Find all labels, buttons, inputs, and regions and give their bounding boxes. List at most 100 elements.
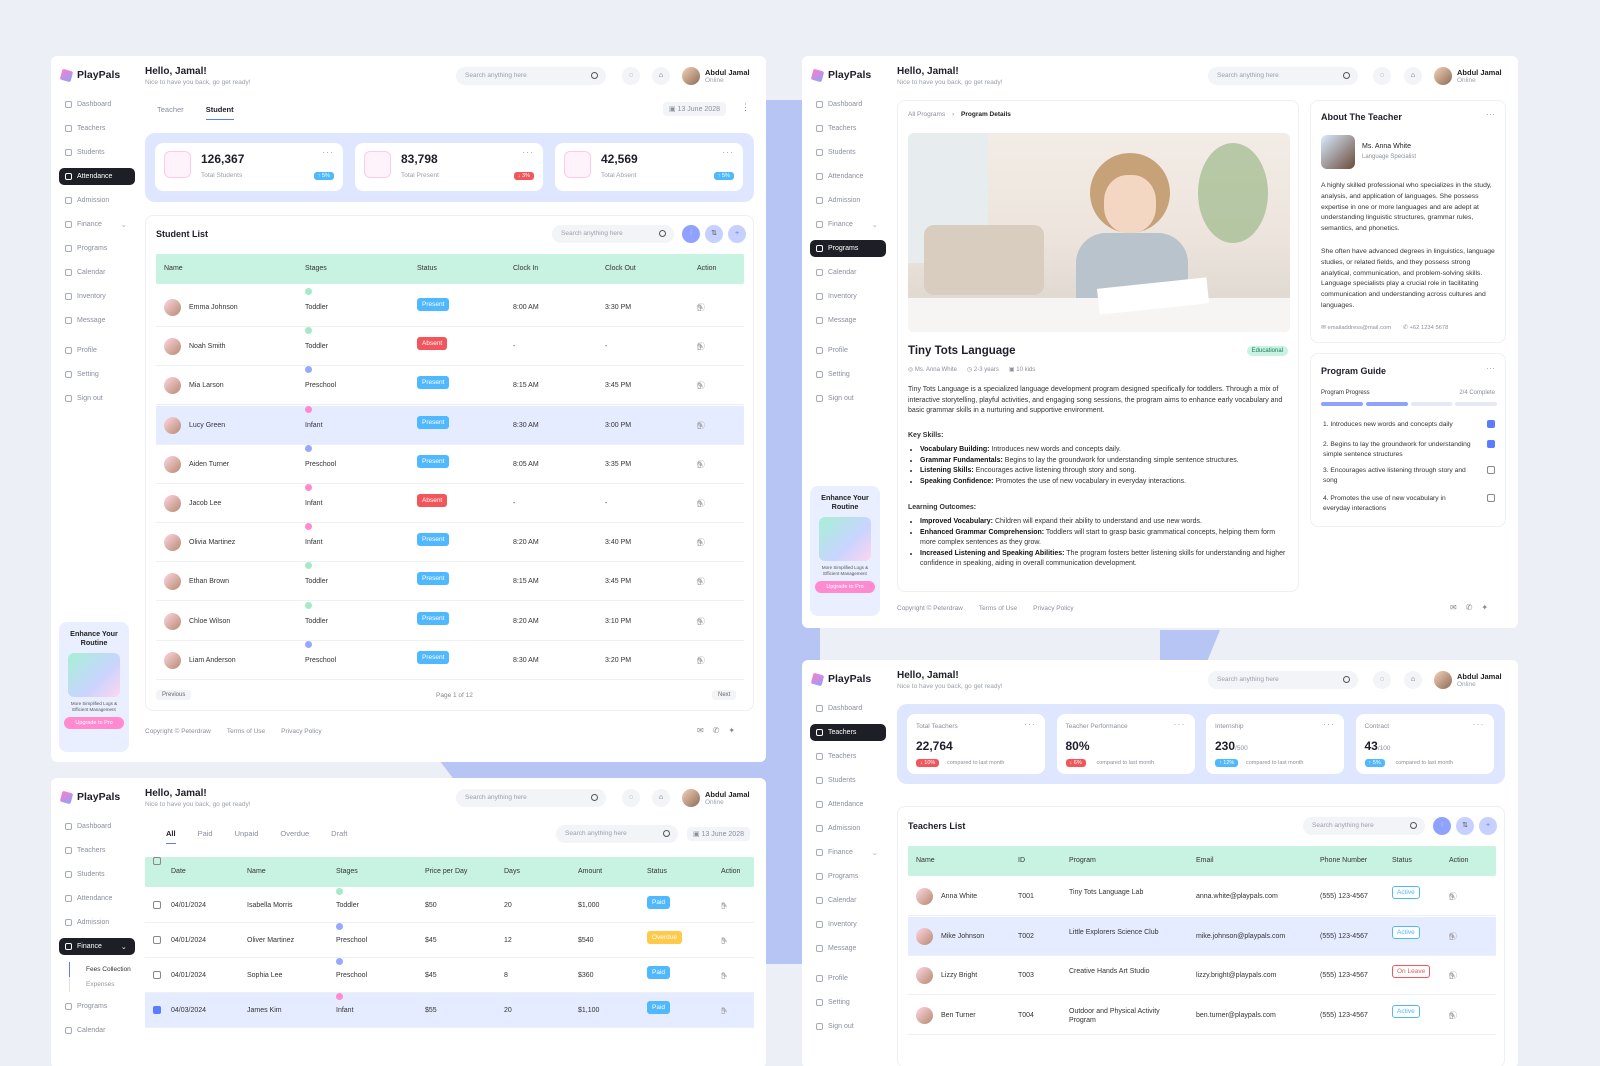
more-icon[interactable]: ··· [1024, 719, 1036, 729]
edit-icon[interactable]: ✎ [697, 381, 709, 391]
nav-dashboard[interactable]: Dashboard [810, 700, 886, 717]
info-icon[interactable]: ⓘ [697, 616, 710, 626]
notification-icon[interactable]: ⌂ [1404, 67, 1422, 85]
phone-icon[interactable]: ✆ [1465, 603, 1482, 612]
nav-calendar[interactable]: Calendar [59, 1022, 135, 1039]
info-icon[interactable]: ⓘ [697, 538, 710, 548]
terms-link[interactable]: Terms of Use [978, 605, 1018, 612]
add-icon[interactable]: + [728, 225, 746, 243]
privacy-link[interactable]: Privacy Policy [1033, 605, 1074, 612]
nav-admission[interactable]: Admission [810, 192, 886, 209]
trash-icon[interactable]: ▯ [697, 303, 707, 312]
nav-inventory[interactable]: Inventory [810, 288, 886, 305]
table-row[interactable]: 04/01/2024 Sophia Lee Preschool $45 8 $360 Pai… [145, 958, 754, 993]
user-profile[interactable]: Abdul Jamal Online [1434, 67, 1502, 85]
table-row[interactable]: Ethan Brown Toddler Present 8:15 AM 3:45 PM ✎… [156, 562, 744, 602]
chat-icon[interactable]: ◌ [622, 789, 640, 807]
edit-icon[interactable]: ✎ [721, 901, 733, 910]
nav-finance[interactable]: Finance ⌄ [59, 216, 135, 233]
nav-teachers[interactable]: Teachers [59, 842, 135, 859]
trash-icon[interactable]: ▯ [697, 499, 707, 508]
more-icon[interactable]: ··· [1472, 719, 1485, 729]
nav-dashboard[interactable]: Dashboard [59, 96, 135, 113]
table-row[interactable]: Mia Larson Preschool Present 8:15 AM 3:45 PM… [156, 366, 744, 406]
tab-unpaid[interactable]: Unpaid [234, 829, 259, 838]
terms-link[interactable]: Terms of Use [226, 728, 266, 735]
nav-calendar[interactable]: Calendar [59, 264, 135, 281]
info-icon[interactable]: ⓘ [697, 303, 710, 312]
brand-logo[interactable]: PlayPals [810, 66, 886, 84]
tab-all[interactable]: All [166, 829, 176, 844]
brand-logo[interactable]: PlayPals [810, 670, 886, 688]
edit-icon[interactable]: ✎ [1449, 931, 1461, 941]
next-button[interactable]: Next [712, 690, 737, 700]
sort-icon[interactable]: ⇅ [1456, 817, 1474, 835]
twitter-icon[interactable]: ✦ [728, 726, 745, 735]
search-input[interactable]: Search anything here [456, 67, 606, 85]
sort-icon[interactable]: ⇅ [705, 225, 723, 243]
nav-profile[interactable]: Profile [810, 970, 886, 987]
edit-icon[interactable]: ✎ [1449, 971, 1461, 980]
info-icon[interactable]: ⓘ [697, 420, 710, 430]
trash-icon[interactable]: ▯ [721, 936, 731, 945]
guide-checkbox[interactable] [1487, 440, 1495, 448]
trash-icon[interactable]: ▯ [697, 616, 707, 626]
breadcrumb-root[interactable]: All Programs [908, 111, 946, 118]
search-input[interactable]: Search anything here [1208, 67, 1358, 85]
upgrade-button[interactable]: Upgrade to Pro [815, 581, 875, 593]
previous-button[interactable]: Previous [156, 690, 192, 700]
nav-message[interactable]: Message [59, 312, 135, 329]
info-icon[interactable]: ⓘ [697, 577, 710, 587]
nav-admission[interactable]: Admission [810, 820, 886, 837]
more-icon[interactable]: ··· [1323, 719, 1335, 729]
nav-profile[interactable]: Profile [59, 342, 135, 359]
nav-students[interactable]: Students [59, 144, 135, 161]
trash-icon[interactable]: ▯ [697, 577, 707, 587]
filter-icon[interactable]: ⫶ [682, 225, 700, 243]
table-row[interactable]: Olivia Martinez Infant Present 8:20 AM 3:40 … [156, 523, 744, 563]
trash-icon[interactable]: ▯ [697, 459, 707, 469]
nav-setting[interactable]: Setting [810, 366, 886, 383]
nav-message[interactable]: Message [810, 940, 886, 957]
nav-finance[interactable]: Finance ⌄ [810, 216, 886, 233]
mail-icon[interactable]: ✉ [1450, 603, 1466, 612]
date-picker[interactable]: ▣ 13 June 2028 [687, 827, 750, 841]
chat-icon[interactable]: ◌ [622, 67, 640, 85]
info-icon[interactable]: ⓘ [697, 342, 710, 352]
nav-dashboard[interactable]: Dashboard [810, 96, 886, 113]
nav-calendar[interactable]: Calendar [810, 264, 886, 281]
table-row[interactable]: Lizzy Bright T003 Creative Hands Art Studi… [908, 956, 1496, 995]
user-profile[interactable]: Abdul Jamal Online [1434, 671, 1502, 689]
nav-admission[interactable]: Admission [59, 192, 135, 209]
guide-checkbox[interactable] [1487, 494, 1495, 502]
twitter-icon[interactable]: ✦ [1481, 603, 1498, 612]
user-profile[interactable]: Abdul Jamal Online [682, 67, 750, 85]
info-icon[interactable]: ⓘ [1449, 931, 1462, 941]
edit-icon[interactable]: ✎ [697, 577, 709, 587]
nav-inventory[interactable]: Inventory [59, 288, 135, 305]
more-icon[interactable]: ··· [1486, 363, 1495, 373]
tab-draft[interactable]: Draft [331, 829, 348, 838]
nav-inventory[interactable]: Inventory [810, 916, 886, 933]
nav-teachers-secondary[interactable]: Teachers [810, 748, 886, 765]
more-icon[interactable]: ··· [722, 147, 734, 157]
nav-expenses[interactable]: Expenses [69, 977, 135, 992]
nav-setting[interactable]: Setting [59, 366, 135, 383]
table-row[interactable]: Aiden Turner Preschool Present 8:05 AM 3:35 … [156, 444, 744, 484]
nav-students[interactable]: Students [810, 772, 886, 789]
edit-icon[interactable]: ✎ [697, 616, 709, 626]
row-checkbox[interactable] [153, 901, 161, 909]
info-icon[interactable]: ⓘ [697, 381, 710, 391]
table-row[interactable]: Anna White T001 Tiny Tots Language Lab anna… [908, 877, 1496, 916]
edit-icon[interactable]: ✎ [697, 303, 709, 312]
row-checkbox[interactable] [153, 936, 161, 944]
more-icon[interactable]: ⋮ [741, 102, 750, 112]
edit-icon[interactable]: ✎ [721, 971, 733, 980]
nav-admission[interactable]: Admission [59, 914, 135, 931]
notification-icon[interactable]: ⌂ [1404, 671, 1422, 689]
table-row[interactable]: 04/03/2024 James Kim Infant $55 20 $1,100 Paid… [145, 993, 754, 1028]
table-row[interactable]: 04/01/2024 Isabella Morris Toddler $50 20 $1,… [145, 888, 754, 923]
edit-icon[interactable]: ✎ [697, 655, 709, 665]
tab-teacher[interactable]: Teacher [157, 105, 184, 114]
nav-message[interactable]: Message [810, 312, 886, 329]
